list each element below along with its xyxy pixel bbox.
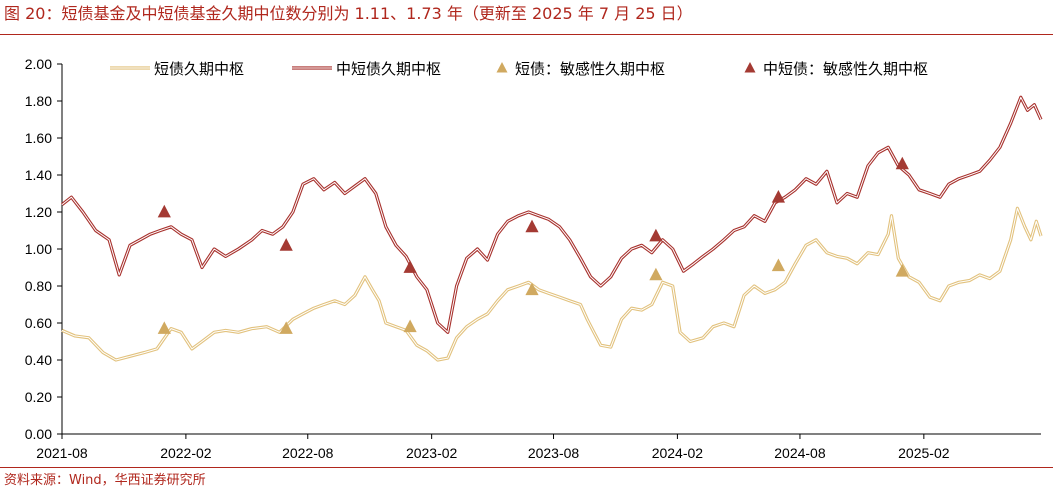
axes: 0.00 0.20 0.40 0.60 0.80 1.00 1.20 1.40 1.60 1.80… bbox=[25, 56, 1041, 461]
short-sensitivity-marker bbox=[279, 321, 293, 334]
mid-short-sensitivity-marker bbox=[403, 260, 417, 273]
y-tick-label: 1.80 bbox=[25, 93, 52, 109]
legend-short-marker-swatch bbox=[496, 62, 508, 73]
legend: 短债久期中枢 中短债久期中枢 短债：敏感性久期中枢 中短债：敏感性久期中枢 bbox=[110, 60, 928, 78]
y-tick-label: 1.00 bbox=[25, 241, 52, 257]
y-tick-label: 0.00 bbox=[25, 426, 52, 442]
legend-mid-short-marker-label: 中短债：敏感性久期中枢 bbox=[763, 60, 928, 78]
mid-short-sensitivity-marker bbox=[279, 238, 293, 251]
x-tick-label: 2022-08 bbox=[282, 445, 334, 461]
footer-divider bbox=[0, 467, 1053, 468]
short-sensitivity-marker bbox=[403, 319, 417, 333]
short-sensitivity-marker bbox=[895, 264, 909, 277]
mid-short-sensitivity-marker bbox=[525, 219, 539, 233]
series-layer bbox=[61, 95, 1043, 362]
x-tick-label: 2024-08 bbox=[774, 445, 826, 461]
y-tick-label: 0.20 bbox=[25, 389, 52, 405]
y-tick-label: 0.40 bbox=[25, 352, 52, 368]
source-note: 资料来源：Wind，华西证券研究所 bbox=[4, 473, 206, 488]
mid-short-duration-line-inner bbox=[61, 96, 1042, 333]
y-tick-label: 0.80 bbox=[25, 278, 52, 294]
x-tick-label: 2022-02 bbox=[160, 445, 212, 461]
y-tick-label: 1.20 bbox=[25, 204, 52, 220]
x-tick-label: 2021-08 bbox=[36, 445, 88, 461]
legend-mid-short-line-label: 中短债久期中枢 bbox=[336, 60, 441, 78]
short-sensitivity-marker bbox=[771, 258, 785, 272]
marker-layer bbox=[157, 156, 909, 334]
y-tick-label: 1.40 bbox=[25, 167, 52, 183]
mid-short-sensitivity-marker bbox=[649, 228, 663, 242]
chart-title: 图 20：短债基金及中短债基金久期中位数分别为 1.11、1.73 年（更新至 … bbox=[4, 4, 693, 23]
x-tick-label: 2023-08 bbox=[528, 445, 580, 461]
x-tick-label: 2024-02 bbox=[652, 445, 704, 461]
mid-short-sensitivity-marker bbox=[771, 190, 785, 203]
legend-short-marker-label: 短债：敏感性久期中枢 bbox=[515, 60, 665, 78]
short-sensitivity-marker bbox=[525, 282, 539, 296]
legend-mid-short-marker-swatch bbox=[744, 62, 756, 73]
duration-chart: 0.00 0.20 0.40 0.60 0.80 1.00 1.20 1.40 1.60 1.80… bbox=[25, 56, 1043, 461]
y-tick-label: 2.00 bbox=[25, 56, 52, 72]
short-sensitivity-marker bbox=[157, 321, 171, 334]
short-duration-line-inner bbox=[61, 207, 1042, 361]
x-tick-label: 2023-02 bbox=[406, 445, 458, 461]
x-tick-label: 2025-02 bbox=[898, 445, 950, 461]
y-tick-label: 1.60 bbox=[25, 130, 52, 146]
mid-short-sensitivity-marker bbox=[157, 204, 171, 218]
y-tick-label: 0.60 bbox=[25, 315, 52, 331]
mid-short-duration-line bbox=[61, 95, 1043, 334]
short-sensitivity-marker bbox=[649, 267, 663, 281]
mid-short-sensitivity-marker bbox=[895, 156, 909, 170]
legend-short-line-label: 短债久期中枢 bbox=[154, 60, 244, 78]
title-divider bbox=[0, 34, 1053, 35]
